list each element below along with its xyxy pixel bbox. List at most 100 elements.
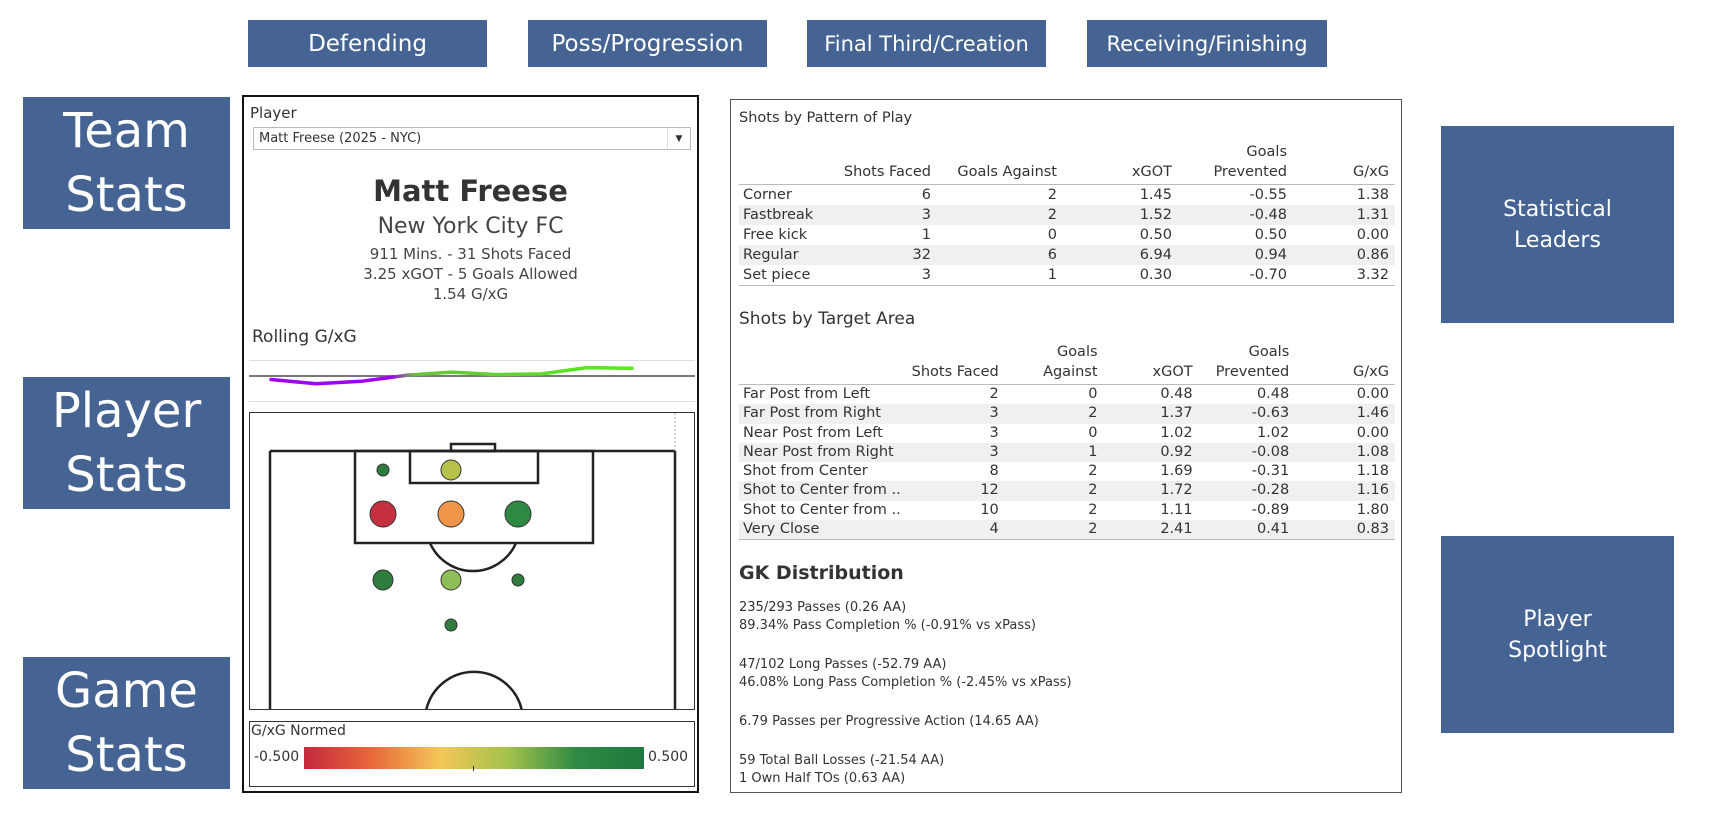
table-row: Far Post from Right 3 2 1.37 -0.63 1.46 xyxy=(739,404,1395,424)
table-row: Set piece 3 1 0.30 -0.70 3.32 xyxy=(739,265,1395,286)
shot-zone-marker[interactable] xyxy=(444,618,458,632)
col-header: Goals Against xyxy=(1043,344,1098,380)
player-panel: Player Matt Freese (2025 - NYC) ▼ Matt F… xyxy=(242,95,699,793)
table-cell: 2 xyxy=(1088,405,1098,422)
rolling-gxg-title: Rolling G/xG xyxy=(252,327,357,347)
dist-pass-completion: 89.34% Pass Completion % (-0.91% vs xPas… xyxy=(739,618,1037,633)
legend-center-tick xyxy=(473,766,474,771)
table-cell: 12 xyxy=(980,482,999,499)
player-summary-line-3: 1.54 G/xG xyxy=(432,285,509,303)
shots-panel: Shots by Pattern of Play Shots Faced Goa… xyxy=(730,99,1402,793)
table-row: Shot to Center from .. 10 2 1.11 -0.89 1.80 xyxy=(739,501,1395,520)
table-cell: 1.02 xyxy=(1256,424,1290,441)
table-cell: 0.00 xyxy=(1356,227,1389,243)
table-cell: 6 xyxy=(921,187,931,203)
table-cell: 1 xyxy=(1088,443,1098,460)
player-spotlight-button[interactable]: Player Spotlight xyxy=(1441,536,1674,733)
table-row: Shot to Center from .. 12 2 1.72 -0.28 1.16 xyxy=(739,481,1395,501)
tab-defending[interactable]: Defending xyxy=(248,20,487,67)
row-label: Fastbreak xyxy=(743,207,814,223)
table-cell: 0 xyxy=(1047,227,1057,243)
table-cell: 3 xyxy=(921,207,931,223)
table-cell: 1.52 xyxy=(1139,207,1172,223)
table-cell: 3 xyxy=(989,443,999,460)
table-cell: 0.92 xyxy=(1160,443,1193,460)
table-row: Far Post from Left 2 0 0.48 0.48 0.00 xyxy=(739,385,1395,405)
row-label: Very Close xyxy=(743,521,820,538)
table-cell: 2 xyxy=(1088,463,1098,480)
table-cell: -0.48 xyxy=(1249,207,1287,223)
table-cell: 2 xyxy=(1088,501,1098,518)
shot-zone-marker[interactable] xyxy=(511,573,525,587)
table-cell: -0.63 xyxy=(1251,405,1290,422)
pitch-lines xyxy=(268,442,677,709)
table-cell: 0 xyxy=(1088,386,1098,402)
row-label: Near Post from Right xyxy=(743,443,894,460)
shot-zone-marker[interactable] xyxy=(440,459,462,481)
player-stats-button[interactable]: Player Stats xyxy=(23,377,230,509)
table-row: Regular 32 6 6.94 0.94 0.86 xyxy=(739,245,1395,265)
col-header: Goals Against xyxy=(957,164,1057,180)
tab-receiving-finishing[interactable]: Receiving/Finishing xyxy=(1087,20,1327,67)
col-header: G/xG xyxy=(1353,164,1389,180)
row-label: Free kick xyxy=(743,227,808,243)
dist-long-pass-completion: 46.08% Long Pass Completion % (-2.45% vs… xyxy=(739,675,1072,690)
table-cell: 0.41 xyxy=(1256,521,1290,538)
shot-zone-marker[interactable] xyxy=(437,500,465,528)
col-header: Goals Prevented xyxy=(1215,344,1290,380)
tab-final-third-creation[interactable]: Final Third/Creation xyxy=(807,20,1046,67)
table-row: Shot from Center 8 2 1.69 -0.31 1.18 xyxy=(739,462,1395,481)
dist-progressive: 6.79 Passes per Progressive Action (14.6… xyxy=(739,714,1039,729)
table-cell: 0.86 xyxy=(1356,247,1389,263)
table-cell: -0.31 xyxy=(1251,463,1290,480)
table-cell: 1 xyxy=(921,227,931,243)
table-cell: 0.50 xyxy=(1254,227,1287,243)
pattern-of-play-table: Shots Faced Goals Against xGOT Goals Pre… xyxy=(739,142,1395,286)
table-cell: 0.94 xyxy=(1254,247,1287,263)
table-cell: 0.48 xyxy=(1256,386,1290,402)
tab-poss-progression[interactable]: Poss/Progression xyxy=(528,20,767,67)
player-summary-line-2: 3.25 xGOT - 5 Goals Allowed xyxy=(363,265,578,283)
team-stats-button[interactable]: Team Stats xyxy=(23,97,230,229)
table-cell: 10 xyxy=(980,501,999,518)
col-header: Shots Faced xyxy=(911,364,999,380)
player-dropdown[interactable]: Matt Freese (2025 - NYC) ▼ xyxy=(253,127,691,150)
table-cell: 1.02 xyxy=(1160,424,1193,441)
rolling-gxg-line xyxy=(269,365,634,386)
table-row: Corner 6 2 1.45 -0.55 1.38 xyxy=(739,185,1395,206)
table-cell: 1.37 xyxy=(1160,405,1193,422)
row-label: Shot from Center xyxy=(743,463,868,480)
table-header: Shots Faced Goals Against xGOT Goals Pre… xyxy=(739,342,1395,385)
table-row: Near Post from Right 3 1 0.92 -0.08 1.08 xyxy=(739,442,1395,463)
table-cell: 2 xyxy=(1088,521,1098,538)
shot-zone-marker[interactable] xyxy=(376,463,390,477)
table-cell: 1.08 xyxy=(1356,443,1389,460)
table-cell: 1.46 xyxy=(1356,405,1389,422)
shot-zone-marker[interactable] xyxy=(504,500,532,528)
shot-zone-marker[interactable] xyxy=(369,500,397,528)
table-cell: 3.32 xyxy=(1356,267,1389,283)
table-cell: 3 xyxy=(989,424,999,441)
legend-min-label: -0.500 xyxy=(254,749,300,765)
table-row: Near Post from Left 3 0 1.02 1.02 0.00 xyxy=(739,424,1395,443)
row-label: Regular xyxy=(743,247,799,263)
col-header: xGOT xyxy=(1152,364,1193,380)
table-cell: 4 xyxy=(989,521,999,538)
game-stats-button[interactable]: Game Stats xyxy=(23,657,230,789)
legend-max-label: 0.500 xyxy=(648,749,689,765)
shot-zone-marker[interactable] xyxy=(440,569,462,591)
table-cell: 3 xyxy=(989,405,999,422)
table-cell: 1.16 xyxy=(1356,482,1389,499)
chevron-down-icon[interactable]: ▼ xyxy=(667,128,690,149)
table-cell: 1 xyxy=(1047,267,1057,283)
rolling-gxg-chart xyxy=(249,360,695,402)
table-row: Fastbreak 3 2 1.52 -0.48 1.31 xyxy=(739,205,1395,225)
table-cell: 1.31 xyxy=(1356,207,1389,223)
shot-zone-marker[interactable] xyxy=(372,569,394,591)
table-cell: 8 xyxy=(989,463,999,480)
row-label: Far Post from Right xyxy=(743,405,881,422)
table-row: Very Close 4 2 2.41 0.41 0.83 xyxy=(739,520,1395,540)
row-label: Far Post from Left xyxy=(743,386,871,402)
table-header: Shots Faced Goals Against xGOT Goals Pre… xyxy=(739,142,1395,185)
statistical-leaders-button[interactable]: Statistical Leaders xyxy=(1441,126,1674,323)
